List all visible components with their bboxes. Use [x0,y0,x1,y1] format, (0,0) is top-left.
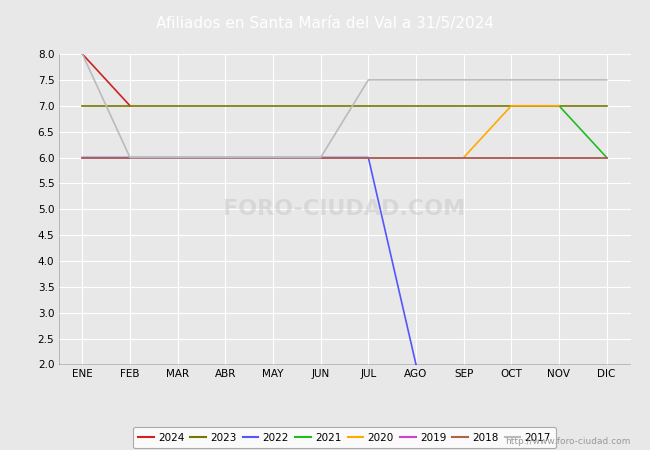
Text: http://www.foro-ciudad.com: http://www.foro-ciudad.com [505,436,630,446]
Legend: 2024, 2023, 2022, 2021, 2020, 2019, 2018, 2017: 2024, 2023, 2022, 2021, 2020, 2019, 2018… [133,428,556,448]
Text: FORO-CIUDAD.COM: FORO-CIUDAD.COM [224,199,465,219]
Text: Afiliados en Santa María del Val a 31/5/2024: Afiliados en Santa María del Val a 31/5/… [156,16,494,31]
